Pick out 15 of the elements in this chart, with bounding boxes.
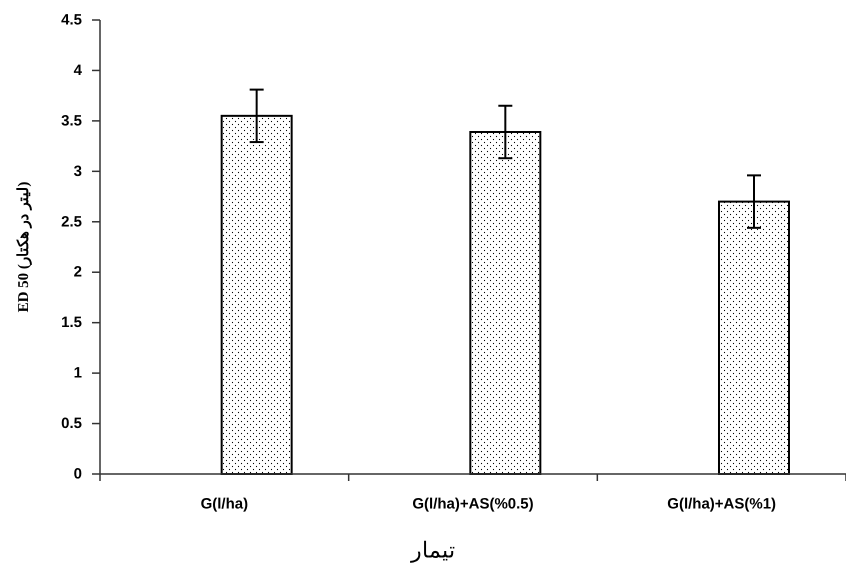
y-tick-label: 4.5 — [61, 12, 82, 28]
x-axis-title: تیمار — [410, 538, 455, 564]
y-axis-title: ED 50 (لیتر در هکتار) — [16, 182, 32, 312]
y-tick-label: 2.5 — [61, 213, 82, 230]
x-tick-label: G(l/ha) — [200, 496, 248, 512]
x-tick-label: G(l/ha)+AS(%1) — [667, 496, 776, 512]
x-tick-label: G(l/ha)+AS(%0.5) — [412, 496, 534, 512]
y-tick-label: 0.5 — [61, 415, 82, 432]
y-tick-label: 4 — [74, 62, 83, 79]
y-tick-label: 3 — [74, 162, 82, 180]
y-tick-label: 3.5 — [61, 112, 82, 130]
y-tick-label: 1 — [74, 364, 82, 382]
y-tick-label: 0 — [74, 466, 82, 482]
y-tick-label: 2 — [74, 264, 82, 281]
y-tick-label: 1.5 — [61, 314, 82, 332]
